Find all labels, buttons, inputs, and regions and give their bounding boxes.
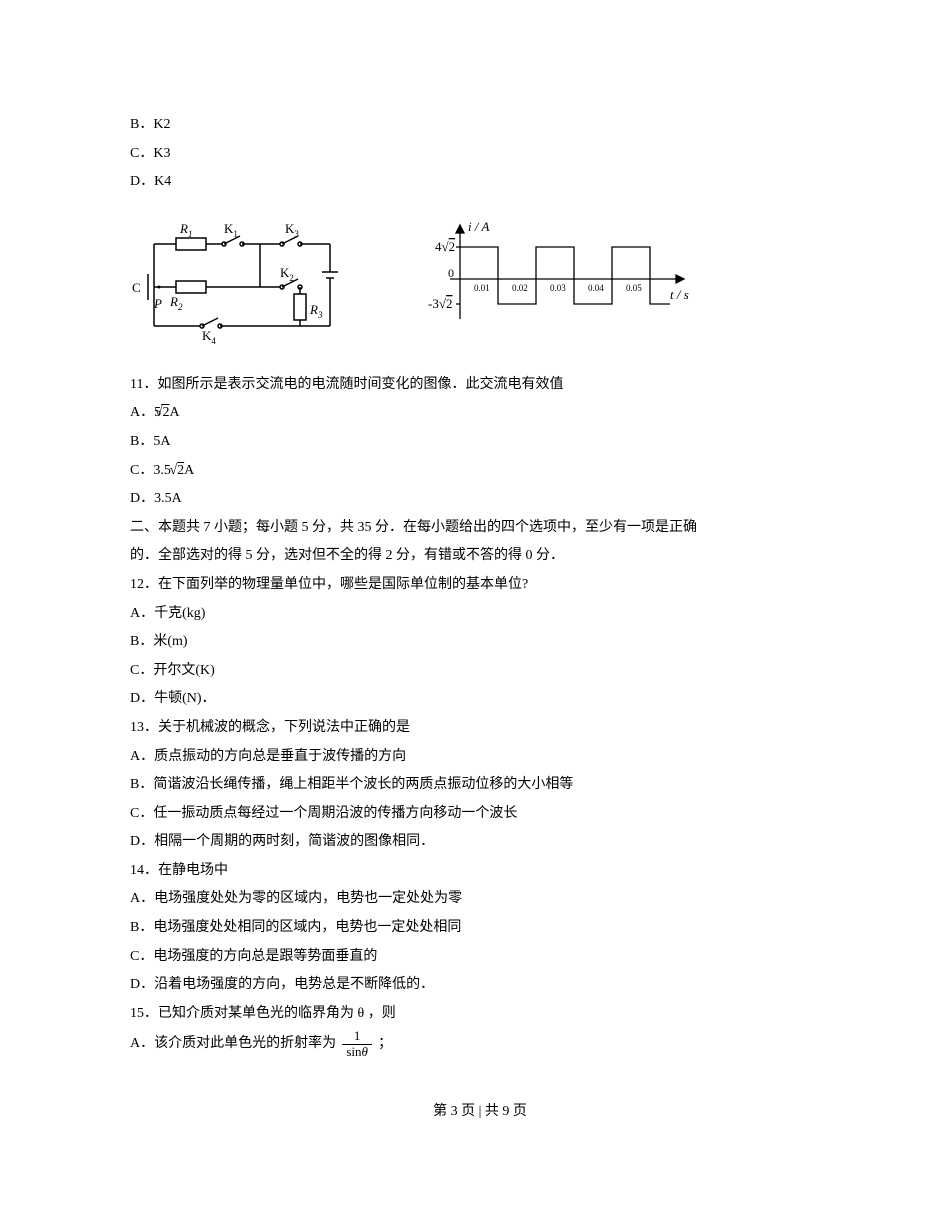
x-axis-label: t / s [670, 287, 689, 302]
label-k2: K2 [280, 265, 294, 283]
page-footer: 第 3 页 | 共 9 页 [130, 1099, 830, 1126]
xtick-2: 0.02 [512, 283, 528, 293]
section2-intro-1: 二、本题共 7 小题；每小题 5 分，共 35 分．在每小题给出的四个选项中，至… [130, 515, 830, 542]
frac-den: sinθ [342, 1044, 372, 1059]
circuit-diagram: C P R1 K1 [130, 214, 360, 344]
xtick-3: 0.03 [550, 283, 566, 293]
section2-intro-2: 的．全部选对的得 5 分，选对但不全的得 2 分，有错或不答的得 0 分． [130, 543, 830, 570]
xtick-1: 0.01 [474, 283, 490, 293]
y-bottom-label: -3√2 [428, 296, 452, 311]
y-zero-label: 0 [448, 266, 454, 280]
label-r1: R1 [179, 221, 192, 239]
q11-option-b: B．5A [130, 429, 830, 456]
exam-page: B．K2 C．K3 D．K4 C P R1 [0, 0, 950, 1166]
q13-stem: 13．关于机械波的概念，下列说法中正确的是 [130, 715, 830, 742]
q11-option-d: D．3.5A [130, 486, 830, 513]
q12-option-b: B．米(m) [130, 629, 830, 656]
q13-option-b: B．简谐波沿长绳传播，绳上相距半个波长的两质点振动位移的大小相等 [130, 772, 830, 799]
q10-option-c: C．K3 [130, 141, 830, 168]
q14-option-c: C．电场强度的方向总是跟等势面垂直的 [130, 944, 830, 971]
q14-stem: 14．在静电场中 [130, 858, 830, 885]
q11-option-a: A．5 √2A [130, 400, 830, 427]
label-k4: K4 [202, 328, 216, 344]
q12-option-c: C．开尔文(K) [130, 658, 830, 685]
xtick-4: 0.04 [588, 283, 604, 293]
y-axis-label: i / A [468, 219, 489, 234]
label-k3: K3 [285, 221, 299, 239]
q12-option-a: A．千克(kg) [130, 601, 830, 628]
figures-row: C P R1 K1 [130, 214, 830, 344]
q14-option-a: A．电场强度处处为零的区域内，电势也一定处处为零 [130, 886, 830, 913]
label-k1: K1 [224, 221, 238, 239]
label-r2: R2 [169, 294, 183, 312]
q11-stem: 11．如图所示是表示交流电的电流随时间变化的图像．此交流电有效值 [130, 372, 830, 399]
frac-num: 1 [354, 1029, 361, 1043]
q13-option-c: C．任一振动质点每经过一个周期沿波的传播方向移动一个波长 [130, 801, 830, 828]
q10-option-d: D．K4 [130, 169, 830, 196]
q15-stem: 15．已知介质对某单色光的临界角为 θ ，则 [130, 1001, 830, 1028]
q10-option-b: B．K2 [130, 112, 830, 139]
q13-option-a: A．质点振动的方向总是垂直于波传播的方向 [130, 744, 830, 771]
q11-option-c: C．3.5√2A [130, 458, 830, 485]
q14-option-d: D．沿着电场强度的方向，电势总是不断降低的． [130, 972, 830, 999]
xtick-5: 0.05 [626, 283, 642, 293]
q12-stem: 12．在下面列举的物理量单位中，哪些是国际单位制的基本单位? [130, 572, 830, 599]
waveform-diagram: 4√2 0 -3√2 i / A t / s 0.01 0.02 0.03 0.… [400, 219, 700, 339]
label-r3: R3 [309, 302, 323, 320]
q12-option-d: D．牛顿(N)． [130, 686, 830, 713]
q13-option-d: D．相隔一个周期的两时刻，简谐波的图像相同． [130, 829, 830, 856]
y-top-label: 4√2 [435, 239, 455, 254]
q14-option-b: B．电场强度处处相同的区域内，电势也一定处处相同 [130, 915, 830, 942]
label-c: C [132, 280, 141, 295]
q15-option-a: A．该介质对此单色光的折射率为 1 sinθ ； [130, 1029, 830, 1059]
